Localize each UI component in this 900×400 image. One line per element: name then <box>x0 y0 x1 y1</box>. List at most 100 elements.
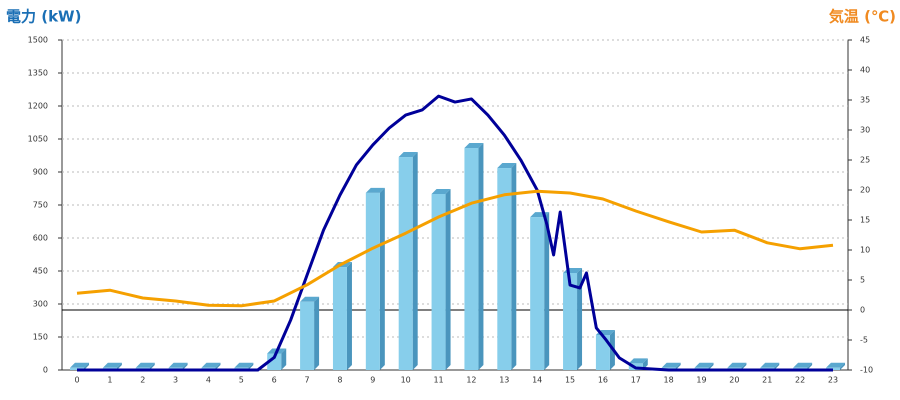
bar-side <box>116 362 122 370</box>
x-tick-label: 16 <box>598 376 608 385</box>
x-tick-label: 23 <box>828 376 838 385</box>
x-tick-label: 5 <box>239 376 244 385</box>
bar-top <box>431 189 451 194</box>
x-tick-label: 1 <box>107 376 112 385</box>
bar <box>267 353 282 370</box>
bar-side <box>675 362 681 370</box>
x-tick-label: 13 <box>499 376 509 385</box>
bar <box>595 335 610 370</box>
bar-side <box>314 296 320 370</box>
bar-top <box>70 362 89 368</box>
x-tick-label: 0 <box>74 376 79 385</box>
y-tick-label: 450 <box>33 267 48 276</box>
bar <box>332 267 347 370</box>
bar-top <box>464 143 484 149</box>
y-tick-label: 600 <box>33 234 48 243</box>
y-tick-label: 750 <box>33 201 48 210</box>
bar-top <box>365 187 385 193</box>
bar-side <box>807 362 813 370</box>
bar-top <box>300 296 320 302</box>
y2-tick-label: 5 <box>860 276 865 285</box>
x-tick-label: 21 <box>762 376 772 385</box>
y-tick-label: 1350 <box>28 69 48 78</box>
bar-side <box>84 362 89 370</box>
bar-side <box>281 348 287 370</box>
y2-tick-label: 45 <box>860 36 870 45</box>
x-tick-label: 9 <box>370 376 375 385</box>
x-tick-label: 6 <box>272 376 277 385</box>
bar-top <box>694 362 714 368</box>
bar-top <box>628 358 648 364</box>
y2-tick-label: 15 <box>860 216 870 225</box>
bar <box>563 272 578 370</box>
x-tick-label: 7 <box>305 376 310 385</box>
y-tick-label: 1050 <box>28 135 48 144</box>
bar-side <box>182 362 188 370</box>
bar-side <box>149 362 155 370</box>
x-tick-label: 14 <box>532 376 542 385</box>
line-series <box>76 189 834 308</box>
x-tick-label: 20 <box>729 376 739 385</box>
bar <box>464 148 479 370</box>
line-series <box>77 94 833 372</box>
y2-tick-label: 20 <box>860 186 870 195</box>
y2-tick-label: 30 <box>860 126 870 135</box>
y-tick-label: 1200 <box>28 102 48 111</box>
y-tick-label: 150 <box>33 333 48 342</box>
bar-top <box>102 362 122 368</box>
x-tick-label: 22 <box>795 376 805 385</box>
bar-side <box>379 187 385 370</box>
bar-top <box>793 362 813 368</box>
bar-top <box>135 362 155 368</box>
bar-side <box>774 362 780 370</box>
bar-side <box>511 163 517 370</box>
bar-side <box>708 362 714 370</box>
y2-tick-label: 25 <box>860 156 870 165</box>
bar-top <box>497 163 517 169</box>
bar-side <box>478 143 484 370</box>
bar-top <box>234 362 254 368</box>
y-tick-label: 1500 <box>28 36 48 45</box>
bar-side <box>346 262 352 370</box>
bar-side <box>215 362 221 370</box>
x-tick-label: 12 <box>466 376 476 385</box>
y2-tick-label: -5 <box>860 336 868 345</box>
bar-top <box>398 152 418 158</box>
bar <box>530 217 545 370</box>
x-tick-label: 11 <box>433 376 443 385</box>
y-axis-title: 電力 (kW) <box>6 8 81 26</box>
bar <box>300 301 315 370</box>
x-tick-label: 2 <box>140 376 145 385</box>
y2-axis-title: 気温 (℃) <box>829 8 896 26</box>
y-tick-label: 900 <box>33 168 48 177</box>
y2-tick-label: 40 <box>860 66 870 75</box>
bar-side <box>741 362 747 370</box>
y-tick-label: 300 <box>33 300 48 309</box>
x-tick-label: 15 <box>565 376 575 385</box>
bar-side <box>544 212 550 370</box>
y2-tick-label: -10 <box>860 366 873 375</box>
bar-side <box>248 362 254 370</box>
bar-side <box>445 189 451 370</box>
x-tick-label: 3 <box>173 376 178 385</box>
bar <box>398 157 413 370</box>
bar-top <box>201 362 221 368</box>
bar-top <box>661 362 681 368</box>
bar-top <box>168 362 188 368</box>
y2-tick-label: 35 <box>860 96 870 105</box>
bar-side <box>840 362 845 370</box>
bar <box>431 194 446 370</box>
x-tick-label: 8 <box>337 376 342 385</box>
bar-side <box>577 267 583 370</box>
bar-top <box>826 362 845 368</box>
y-tick-label: 0 <box>43 366 48 375</box>
x-tick-label: 18 <box>664 376 674 385</box>
bar <box>365 192 380 370</box>
bar-top <box>760 362 780 368</box>
x-tick-label: 19 <box>696 376 706 385</box>
bar <box>497 168 512 370</box>
y2-tick-label: 10 <box>860 246 870 255</box>
bar-top <box>727 362 747 368</box>
y2-tick-label: 0 <box>860 306 865 315</box>
